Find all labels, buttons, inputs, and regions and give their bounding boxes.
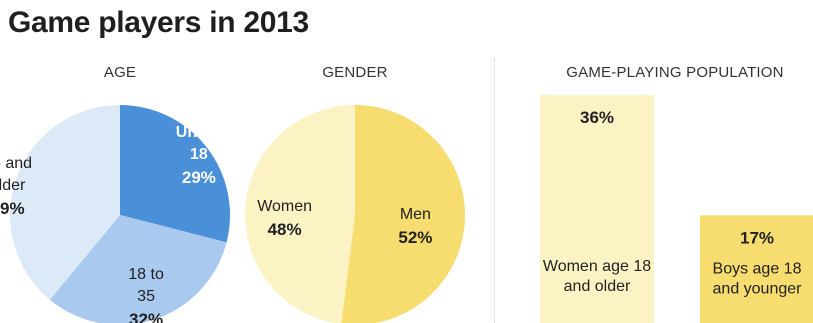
pie-slice-18-to-35 (49, 215, 227, 323)
pie-value-women: 48% (268, 220, 302, 239)
bar-label-boys-age-18-and-younger: and younger (713, 280, 803, 297)
pie-value-men: 52% (398, 228, 432, 247)
pie-slice-men (341, 105, 465, 323)
bar-label-boys-age-18-and-younger: Boys age 18 (713, 260, 802, 277)
bar-value-boys-age-18-and-younger: 17% (740, 228, 774, 247)
pie-label-women: Women (257, 198, 312, 215)
pie-slice-36-and-older (9, 105, 120, 300)
pie-label-18-to-35: 18 to (128, 266, 164, 283)
pie-label-18-to-35: 35 (137, 288, 155, 305)
age-panel-heading: AGE (103, 64, 137, 81)
pie-slice-under-18 (120, 105, 230, 243)
pie-value-36-and-older: 39% (0, 199, 25, 218)
pie-label-under-18: Under (176, 124, 222, 141)
pie-label-36-and-older: 36 and (0, 155, 32, 172)
bar-value-women-age-18-and-older: 36% (580, 108, 614, 127)
pie-value-under-18: 29% (182, 168, 216, 187)
pie-slice-women (245, 105, 355, 323)
bar-women-age-18-and-older (540, 95, 654, 323)
bar-boys-age-18-and-younger (700, 215, 813, 323)
pie-label-under-18: 18 (190, 146, 208, 163)
pie-label-men: Men (400, 206, 431, 223)
chart-title: Game players in 2013 (8, 6, 309, 39)
pie-label-36-and-older: older (0, 177, 26, 194)
panel-divider (494, 58, 495, 323)
gender-panel-heading: GENDER (322, 64, 388, 81)
bar-label-women-age-18-and-older: and older (564, 278, 631, 295)
bar-label-women-age-18-and-older: Women age 18 (543, 258, 651, 275)
pie-value-18-to-35: 32% (129, 310, 163, 323)
population-panel-heading: GAME-PLAYING POPULATION (566, 64, 784, 81)
